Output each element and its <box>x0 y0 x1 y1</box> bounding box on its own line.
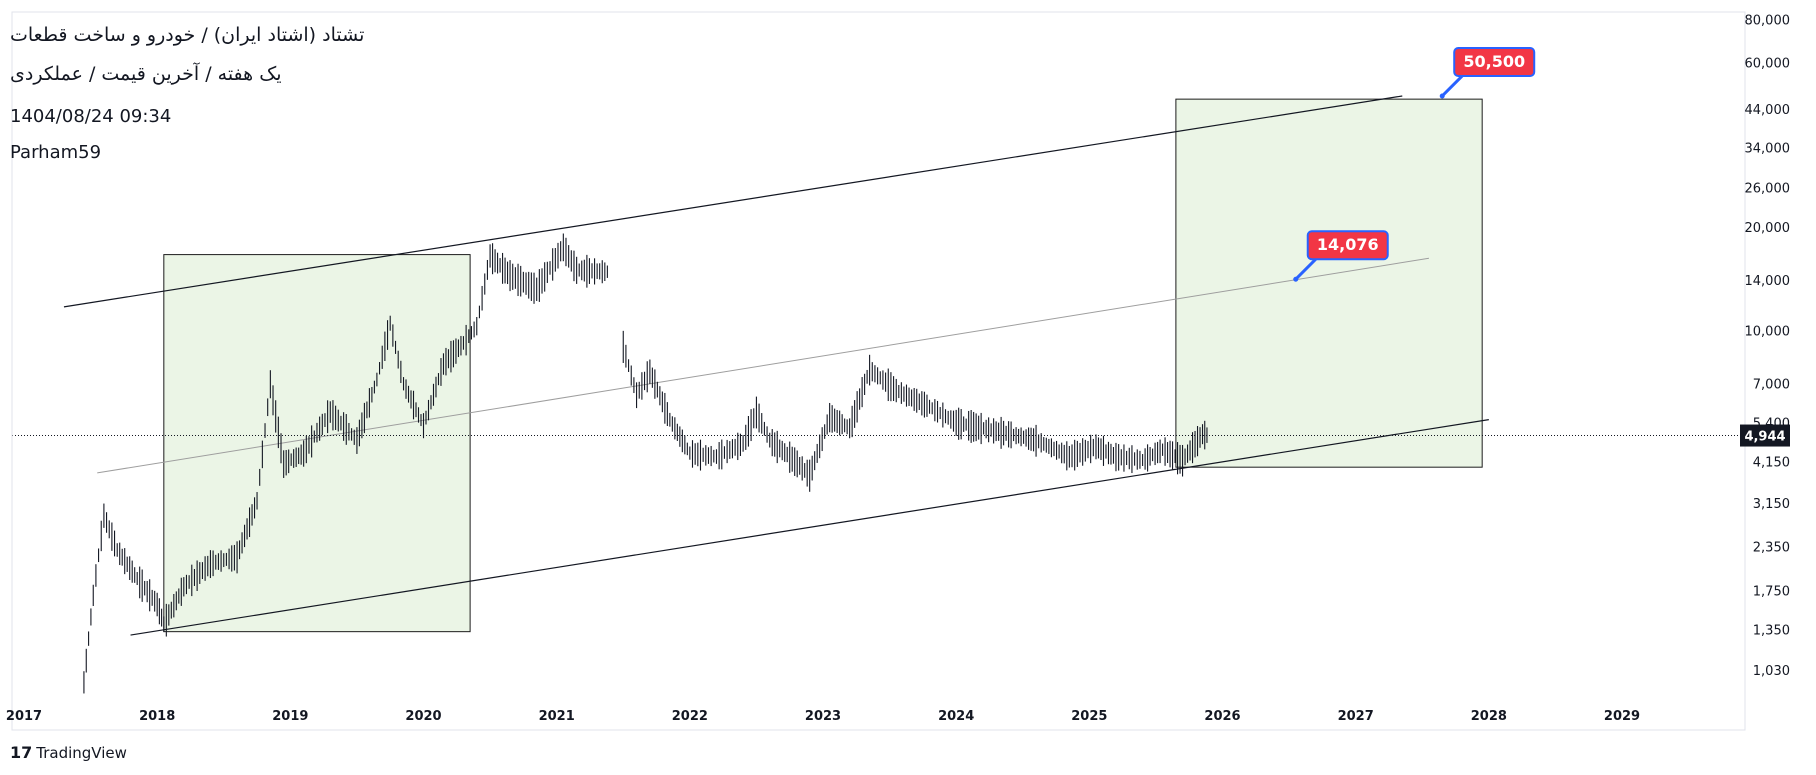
y-tick-label: 1,030 <box>1753 664 1790 679</box>
y-tick-label: 80,000 <box>1745 14 1791 29</box>
x-tick-label: 2021 <box>539 709 575 724</box>
callout-label: 14,076 <box>1317 235 1379 254</box>
x-tick-label: 2025 <box>1071 709 1107 724</box>
chart-interval: یک هفته / آخرین قیمت / عملکردی <box>10 63 282 85</box>
x-tick-label: 2023 <box>805 709 841 724</box>
x-tick-label: 2027 <box>1338 709 1374 724</box>
price-callout[interactable]: 14,076 <box>1293 230 1389 282</box>
y-tick-label: 14,000 <box>1745 274 1791 289</box>
y-tick-label: 4,150 <box>1753 456 1790 471</box>
chart-author: Parham59 <box>10 142 102 163</box>
x-tick-label: 2017 <box>6 709 42 724</box>
y-tick-label: 26,000 <box>1745 182 1791 197</box>
y-tick-label: 44,000 <box>1745 103 1791 118</box>
y-tick-label: 3,150 <box>1753 497 1790 512</box>
y-tick-label: 7,000 <box>1753 378 1790 393</box>
callout-box <box>1306 230 1389 261</box>
tradingview-brand: TradingView <box>36 743 127 762</box>
callout-pointer <box>1294 258 1317 281</box>
x-tick-label: 2019 <box>272 709 308 724</box>
x-tick-label: 2020 <box>405 709 441 724</box>
x-tick-label: 2026 <box>1204 709 1240 724</box>
price-callout[interactable]: 50,500 <box>1439 46 1536 99</box>
callout-pointer <box>1441 74 1464 98</box>
callout-layer: 50,500 14,076 <box>1293 46 1536 282</box>
y-tick-label: 1,350 <box>1753 623 1790 638</box>
price-layer <box>12 233 1745 694</box>
chart-datetime: 1404/08/24 09:34 <box>10 106 172 127</box>
tradingview-logo[interactable]: 17 TradingView <box>10 743 127 762</box>
y-tick-label: 34,000 <box>1745 142 1791 157</box>
y-tick-label: 10,000 <box>1745 324 1791 339</box>
highlight-zone-2025-2027[interactable] <box>1175 98 1483 468</box>
chart-title: تشتاد (اشتاد ایران) / خودرو و ساخت قطعات <box>10 24 365 46</box>
highlight-zone-2018-2020[interactable] <box>163 254 471 633</box>
callout-box <box>1453 46 1536 77</box>
tradingview-logo-icon: 17 <box>10 743 33 762</box>
channel-upper-line[interactable] <box>63 95 1403 308</box>
y-tick-label: 60,000 <box>1745 57 1791 72</box>
x-tick-label: 2018 <box>139 709 175 724</box>
last-price-tag <box>1740 424 1790 447</box>
y-tick-label: 2,350 <box>1753 541 1790 556</box>
plot-frame <box>11 11 1746 731</box>
y-tick-label: 1,750 <box>1753 585 1790 600</box>
callout-anchor <box>1293 276 1299 282</box>
callout-anchor <box>1439 93 1445 99</box>
channel-lower-line[interactable] <box>130 419 1489 636</box>
x-tick-label: 2028 <box>1471 709 1507 724</box>
x-tick-label: 2029 <box>1604 709 1640 724</box>
x-tick-label: 2024 <box>938 709 974 724</box>
axis-layer: 2017 2018 2019 2020 2021 2022 2023 2024 2025 2026… <box>6 11 1791 731</box>
x-tick-label: 2022 <box>672 709 708 724</box>
callout-label: 50,500 <box>1463 52 1525 71</box>
last-price-label: 4,944 <box>1744 430 1785 445</box>
y-tick-label: 20,000 <box>1745 221 1791 236</box>
zone-layer <box>163 98 1483 633</box>
